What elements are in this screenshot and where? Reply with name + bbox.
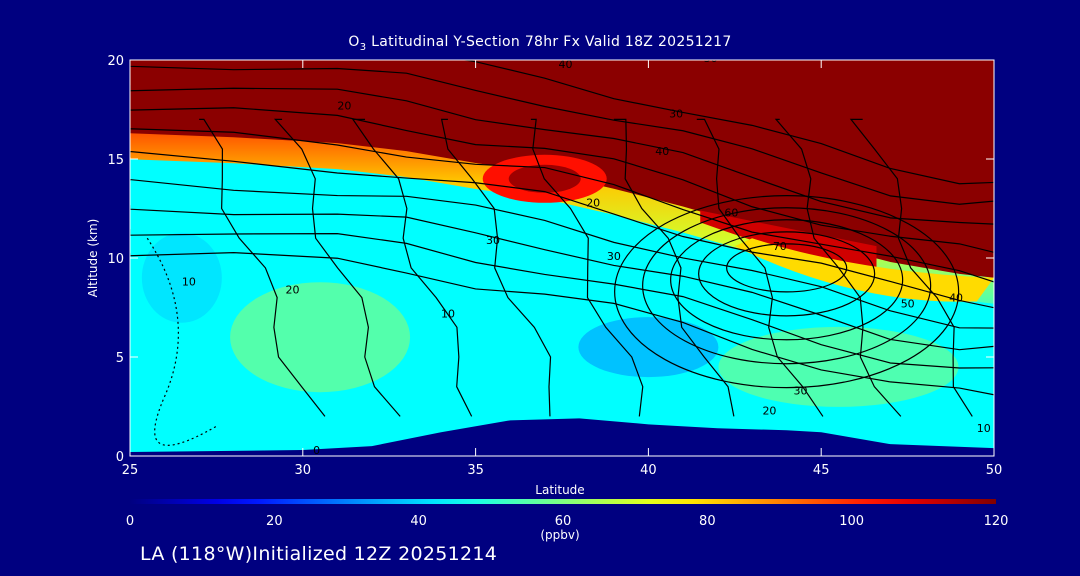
x-tick-label: 25 bbox=[122, 463, 139, 478]
contour-line bbox=[614, 195, 960, 389]
contour-line bbox=[613, 118, 735, 417]
chart-title: O3 Latitudinal Y-Section 78hr Fx Valid 1… bbox=[348, 34, 732, 53]
y-tick-label: 20 bbox=[107, 54, 124, 69]
contour-label: 10 bbox=[977, 422, 991, 435]
contour-line bbox=[696, 118, 824, 417]
contour-lines bbox=[130, 60, 994, 446]
contour-line-dotted bbox=[146, 237, 217, 446]
contour-label: 50 bbox=[704, 52, 718, 65]
y-tick-label: 0 bbox=[116, 450, 124, 465]
plot-area: 0 10 20 10 20 30 40 30 20 30 40 50 60 70 50 40 30 20 10 bbox=[130, 52, 994, 457]
contour-line bbox=[130, 61, 994, 205]
intrusion-tongue-44n bbox=[700, 210, 877, 270]
y-axis-label: Altitude (km) bbox=[86, 218, 100, 298]
contour-line bbox=[530, 118, 644, 417]
colorbar-units: (ppbv) bbox=[540, 528, 580, 542]
contour-label: 20 bbox=[337, 100, 351, 113]
colorbar-tick-label: 80 bbox=[699, 514, 716, 529]
contour-label: 50 bbox=[901, 298, 915, 311]
contour-line bbox=[670, 219, 904, 341]
contour-line bbox=[130, 229, 994, 369]
contour-line bbox=[849, 118, 973, 417]
contour-line bbox=[130, 252, 994, 396]
mid-green-patch bbox=[230, 282, 411, 393]
contour-line bbox=[130, 128, 994, 283]
intrusion-fringe bbox=[734, 238, 994, 302]
contour-line bbox=[130, 178, 994, 329]
contour-line bbox=[130, 107, 994, 253]
colorbar-tick-label: 20 bbox=[266, 514, 283, 529]
contour-label: 30 bbox=[794, 385, 808, 398]
contour-label: 10 bbox=[441, 307, 455, 320]
y-tick-label: 5 bbox=[116, 351, 124, 366]
contour-label: 70 bbox=[773, 240, 787, 253]
contour-line bbox=[440, 118, 552, 417]
contour-line bbox=[351, 118, 473, 417]
contour-line bbox=[698, 231, 876, 317]
colorbar-tick-label: 100 bbox=[839, 514, 864, 529]
footer-initialized-label: LA (118°W)Initialized 12Z 20251214 bbox=[140, 543, 498, 565]
contour-line bbox=[130, 85, 994, 225]
contour-line bbox=[273, 118, 401, 417]
colorbar-tick-label: 0 bbox=[126, 514, 134, 529]
contour-label: 20 bbox=[586, 197, 600, 210]
contour-label: 60 bbox=[724, 206, 738, 219]
contour-label: 20 bbox=[762, 404, 776, 417]
contour-label: 30 bbox=[669, 107, 683, 120]
colorbar-tick-label: 40 bbox=[410, 514, 427, 529]
contour-line bbox=[460, 60, 994, 185]
low-ozone-pocket bbox=[578, 317, 719, 378]
contour-line bbox=[642, 207, 932, 365]
colorbar bbox=[130, 499, 996, 504]
x-tick-label: 40 bbox=[640, 463, 657, 478]
lower-green-patch bbox=[718, 326, 959, 407]
contour-label: 30 bbox=[607, 250, 621, 263]
contour-label: 10 bbox=[182, 276, 196, 289]
contour-line bbox=[130, 205, 994, 351]
contour-label: 30 bbox=[486, 234, 500, 247]
contour-label: 40 bbox=[655, 145, 669, 158]
x-tick-label: 50 bbox=[986, 463, 1003, 478]
contour-line bbox=[130, 150, 994, 309]
contour-line bbox=[726, 243, 848, 293]
contour-line bbox=[774, 118, 902, 417]
colorbar-tick-label: 60 bbox=[555, 514, 572, 529]
x-tick-label: 30 bbox=[295, 463, 312, 478]
contour-label: 40 bbox=[559, 58, 573, 71]
y-tick-label: 15 bbox=[107, 153, 124, 168]
contour-label: 40 bbox=[949, 292, 963, 305]
colorbar-tick-label: 120 bbox=[984, 514, 1009, 529]
contour-line bbox=[199, 118, 326, 417]
terrain-mask bbox=[130, 418, 994, 456]
contour-label: 20 bbox=[286, 284, 300, 297]
x-tick-label: 35 bbox=[467, 463, 484, 478]
x-axis-label: Latitude bbox=[535, 483, 585, 497]
x-tick-label: 45 bbox=[813, 463, 830, 478]
y-tick-label: 10 bbox=[107, 252, 124, 267]
contour-label: 0 bbox=[313, 444, 320, 457]
